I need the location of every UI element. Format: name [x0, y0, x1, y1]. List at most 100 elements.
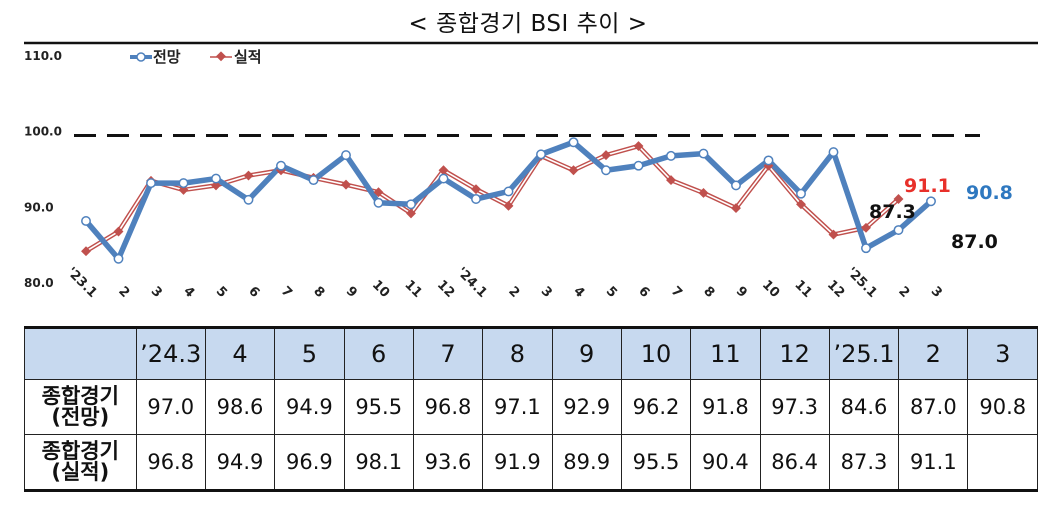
y-axis: 80.0 90.0 100.0 110.0 — [24, 49, 62, 290]
actual-point — [568, 165, 579, 176]
x-tick-label: 3 — [538, 284, 555, 301]
header-cell: 5 — [274, 327, 345, 380]
table-cell: 91.1 — [898, 434, 969, 491]
series-actual-line — [84, 143, 900, 254]
forecast-point — [146, 178, 156, 189]
header-cell: 9 — [551, 327, 622, 380]
forecast-point — [893, 225, 904, 235]
x-tick-label: 7 — [668, 284, 685, 301]
x-tick-label: 8 — [310, 284, 327, 301]
forecast-point — [178, 178, 189, 189]
actual-point — [341, 179, 351, 190]
x-tick-label: 9 — [343, 284, 360, 301]
row-label-line1: 종합경기 — [41, 384, 119, 408]
y-tick-label: 90.0 — [24, 200, 54, 214]
header-cell: ’24.3 — [135, 327, 206, 380]
series-group — [81, 137, 936, 264]
x-tick-label: 3 — [928, 284, 945, 301]
forecast-point — [471, 194, 481, 204]
legend-forecast-label: 전망 — [153, 48, 181, 66]
table-cell: 96.2 — [620, 379, 692, 435]
table-cell: 91.9 — [482, 434, 553, 491]
forecast-point — [211, 173, 221, 184]
x-tick-label: 6 — [635, 284, 652, 301]
table-cell: 98.6 — [204, 379, 276, 435]
forecast-point — [861, 243, 871, 254]
table-cell: 97.3 — [759, 379, 830, 435]
annotations: 91.1 90.8 87.3 87.0 — [869, 175, 1013, 253]
x-tick-label: 10 — [369, 277, 392, 300]
actual-point — [211, 180, 221, 191]
table-row-actual: 종합경기 (실적) 96.8 94.9 96.9 98.1 93.6 91.9 89.9 95.5… — [24, 434, 1038, 491]
actual-point — [731, 203, 741, 214]
forecast-point — [406, 199, 416, 210]
x-tick-label: 10 — [759, 277, 782, 300]
legend-forecast-marker — [136, 52, 146, 62]
x-tick-label: 2 — [505, 284, 522, 301]
table-cell: 87.3 — [828, 434, 900, 491]
forecast-point — [796, 188, 806, 199]
x-tick-label: 5 — [603, 284, 620, 301]
table-row-forecast: 종합경기 (전망) 97.0 98.6 94.9 95.5 96.8 97.1 92.9 96.2… — [24, 379, 1038, 435]
x-tick-label: 11 — [791, 277, 814, 300]
bsi-table: ’24.3 4 5 6 7 8 9 10 11 12’25.1 2 3 종합경기 (전망) 97.0 98.… — [24, 326, 1038, 492]
header-cell: 6 — [343, 327, 414, 380]
forecast-point — [731, 180, 741, 191]
actual-point — [828, 229, 839, 240]
actual-point — [698, 188, 709, 198]
table-cell: 86.4 — [759, 434, 830, 491]
row-label-line2: (전망) — [51, 405, 110, 429]
actual-point — [471, 184, 481, 195]
forecast-point — [633, 160, 644, 171]
forecast-point — [698, 148, 709, 159]
forecast-point — [503, 186, 514, 197]
legend: 전망 실적 — [130, 48, 262, 66]
forecast-point — [568, 137, 579, 148]
header-cell: 8 — [482, 327, 553, 380]
table-cell: 96.8 — [135, 434, 206, 491]
actual-point — [633, 141, 644, 151]
x-tick-label: 11 — [401, 277, 424, 300]
x-tick-label: '25.1 — [844, 265, 880, 301]
y-tick-label: 110.0 — [24, 49, 62, 63]
x-tick-label: '24.1 — [454, 265, 490, 301]
x-tick-label: 6 — [245, 284, 262, 301]
actual-point — [893, 194, 904, 204]
table-cell: 96.9 — [274, 434, 345, 491]
forecast-point — [666, 150, 676, 161]
data-label-annotation: 87.0 — [951, 231, 998, 253]
y-tick-label: 100.0 — [24, 125, 62, 139]
table-cell: 95.5 — [343, 379, 414, 435]
actual-point — [373, 187, 384, 198]
forecast-point — [81, 216, 91, 226]
table-cell: 94.9 — [204, 434, 276, 491]
header-cell: 10 — [620, 327, 692, 380]
actual-point — [81, 246, 91, 257]
table-cell: 90.8 — [967, 379, 1038, 435]
actual-point — [406, 208, 416, 219]
table-cell: 97.1 — [482, 379, 553, 435]
forecast-point — [536, 149, 546, 160]
x-tick-label: 4 — [570, 284, 587, 301]
row-label: 종합경기 (실적) — [24, 434, 137, 491]
header-cell: 7 — [412, 327, 484, 380]
forecast-point — [373, 197, 384, 208]
x-tick-label: '23.1 — [64, 265, 100, 301]
x-tick-label: 2 — [895, 284, 912, 301]
table-cell: 96.8 — [412, 379, 484, 435]
series-forecast-line — [83, 139, 933, 262]
forecast-point — [341, 150, 351, 161]
row-label-line1: 종합경기 — [41, 439, 119, 463]
forecast-point — [276, 160, 286, 171]
y-tick-label: 80.0 — [24, 276, 54, 290]
actual-point — [243, 170, 254, 181]
x-tick-label: 3 — [148, 284, 165, 301]
header-corner — [24, 327, 137, 380]
legend-actual-label: 실적 — [234, 48, 262, 66]
table-cell: 87.0 — [898, 379, 969, 435]
x-tick-label: 12 — [824, 277, 847, 300]
header-cell: 12 — [759, 327, 830, 380]
actual-point — [438, 165, 449, 176]
row-label-line2: (실적) — [51, 460, 110, 484]
